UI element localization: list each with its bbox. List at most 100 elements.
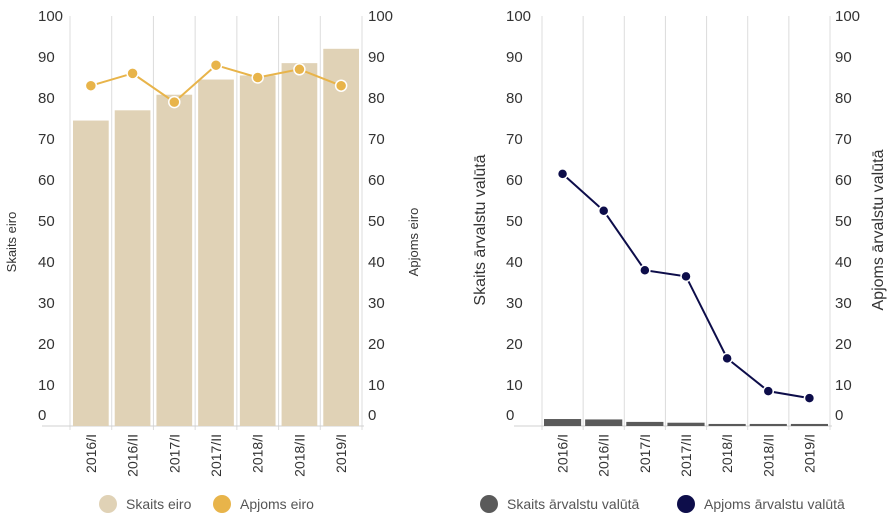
y2-tick-label: 20 [368,336,385,353]
x-tick-label: 2018/I [250,434,266,473]
y-tick-label: 10 [506,377,523,394]
y2-tick-label: 90 [835,49,852,66]
y2-tick-label: 70 [368,131,385,148]
legend-marker [213,495,231,513]
y-tick-label: 20 [38,336,55,353]
y2-tick-label: 60 [835,172,852,189]
y-tick-label: 30 [38,295,55,312]
x-tick-label: 2019/I [333,434,349,473]
line-point [251,71,264,84]
x-tick-label: 2016/I [555,434,571,473]
bar [323,48,359,427]
y2-axis-title: Apjoms ārvalstu valūtā [870,149,887,310]
y-tick-label: 90 [506,49,523,66]
bar [239,75,276,426]
x-tick-label: 2019/I [801,434,817,473]
line-point [209,58,223,72]
x-tick-label: 2017/I [637,434,653,473]
line-point [293,63,306,76]
y-tick-label: 80 [506,90,523,107]
y-tick-label: 50 [506,213,523,230]
y-tick-label: 100 [38,8,63,25]
legend-label: Skaits eiro [126,496,192,512]
bar [708,423,746,426]
line-point [762,385,775,397]
y-tick-label: 10 [38,377,55,394]
y2-tick-label: 80 [368,90,385,107]
y-tick-label: 70 [506,131,523,148]
y-tick-label: 50 [38,213,55,230]
y-tick-label: 100 [506,8,531,25]
y2-tick-label: 10 [835,377,852,394]
y-tick-label: 90 [38,49,55,66]
bar [544,419,582,426]
x-tick-label: 2018/I [719,434,735,473]
bar [156,94,193,426]
x-tick-label: 2018/II [760,434,776,477]
y2-tick-label: 50 [835,213,852,230]
y-tick-label: 30 [506,295,523,312]
y2-tick-label: 10 [368,377,385,394]
bar [198,79,234,427]
bar [790,423,828,426]
y2-tick-label: 60 [368,172,385,189]
y2-tick-label: 0 [368,407,376,424]
y2-tick-label: 40 [368,254,385,271]
y2-tick-label: 100 [368,8,393,25]
y-tick-label: 20 [506,336,523,353]
y-tick-label: 60 [38,172,55,189]
bar [114,110,151,427]
line-point [168,95,181,109]
line-point [126,67,139,80]
bar [626,421,664,426]
y-axis-title: Skaits ārvalstu valūtā [472,154,489,305]
y-tick-label: 60 [506,172,523,189]
y2-tick-label: 90 [368,49,385,66]
chart-2: 0 10 20 30 40 50 60 70 80 90 100 0 10 20 30 40 50 60 70 80 9… [472,8,887,513]
y2-tick-label: 100 [835,8,860,25]
x-tick-label: 2016/II [596,434,612,477]
line-point [680,270,692,283]
y2-tick-label: 30 [835,295,852,312]
x-tick-label: 2016/II [125,434,141,477]
x-tick-label: 2018/II [291,434,307,477]
bar [281,63,318,427]
y2-axis-title: Apjoms eiro [406,208,421,277]
y2-tick-label: 70 [835,131,852,148]
line-point [597,205,610,217]
y-tick-label: 80 [38,90,55,107]
legend-marker [480,495,498,513]
legend-label: Apjoms ārvalstu valūtā [704,496,845,512]
bar [667,422,705,426]
y2-tick-label: 20 [835,336,852,353]
bar [585,419,623,426]
x-tick-label: 2017/II [678,434,694,477]
x-tick-label: 2016/I [83,434,99,473]
line-point [721,352,733,365]
legend-label: Skaits ārvalstu valūtā [507,496,639,512]
y2-tick-label: 80 [835,90,852,107]
line-point [639,264,651,276]
legend-marker [677,495,695,513]
bar [73,120,109,427]
y-tick-label: 40 [506,254,523,271]
y-axis-title: Skaits eiro [4,212,19,273]
y2-tick-label: 0 [835,407,843,424]
y2-tick-label: 30 [368,295,385,312]
legend-marker [99,495,117,513]
y-tick-label: 70 [38,131,55,148]
line-point [803,392,816,404]
legend-label: Apjoms eiro [240,496,314,512]
line-point [84,79,98,92]
y-tick-label: 0 [38,407,46,424]
chart-1: 0 10 20 30 40 50 60 70 80 90 100 0 10 20 30 40 50 60 70 80 9… [4,8,421,513]
line-point [556,168,569,180]
x-tick-label: 2017/I [166,434,182,473]
x-tick-label: 2017/II [208,434,224,477]
line-point [334,79,348,92]
y2-tick-label: 50 [368,213,385,230]
bar [749,423,787,426]
y-tick-label: 40 [38,254,55,271]
